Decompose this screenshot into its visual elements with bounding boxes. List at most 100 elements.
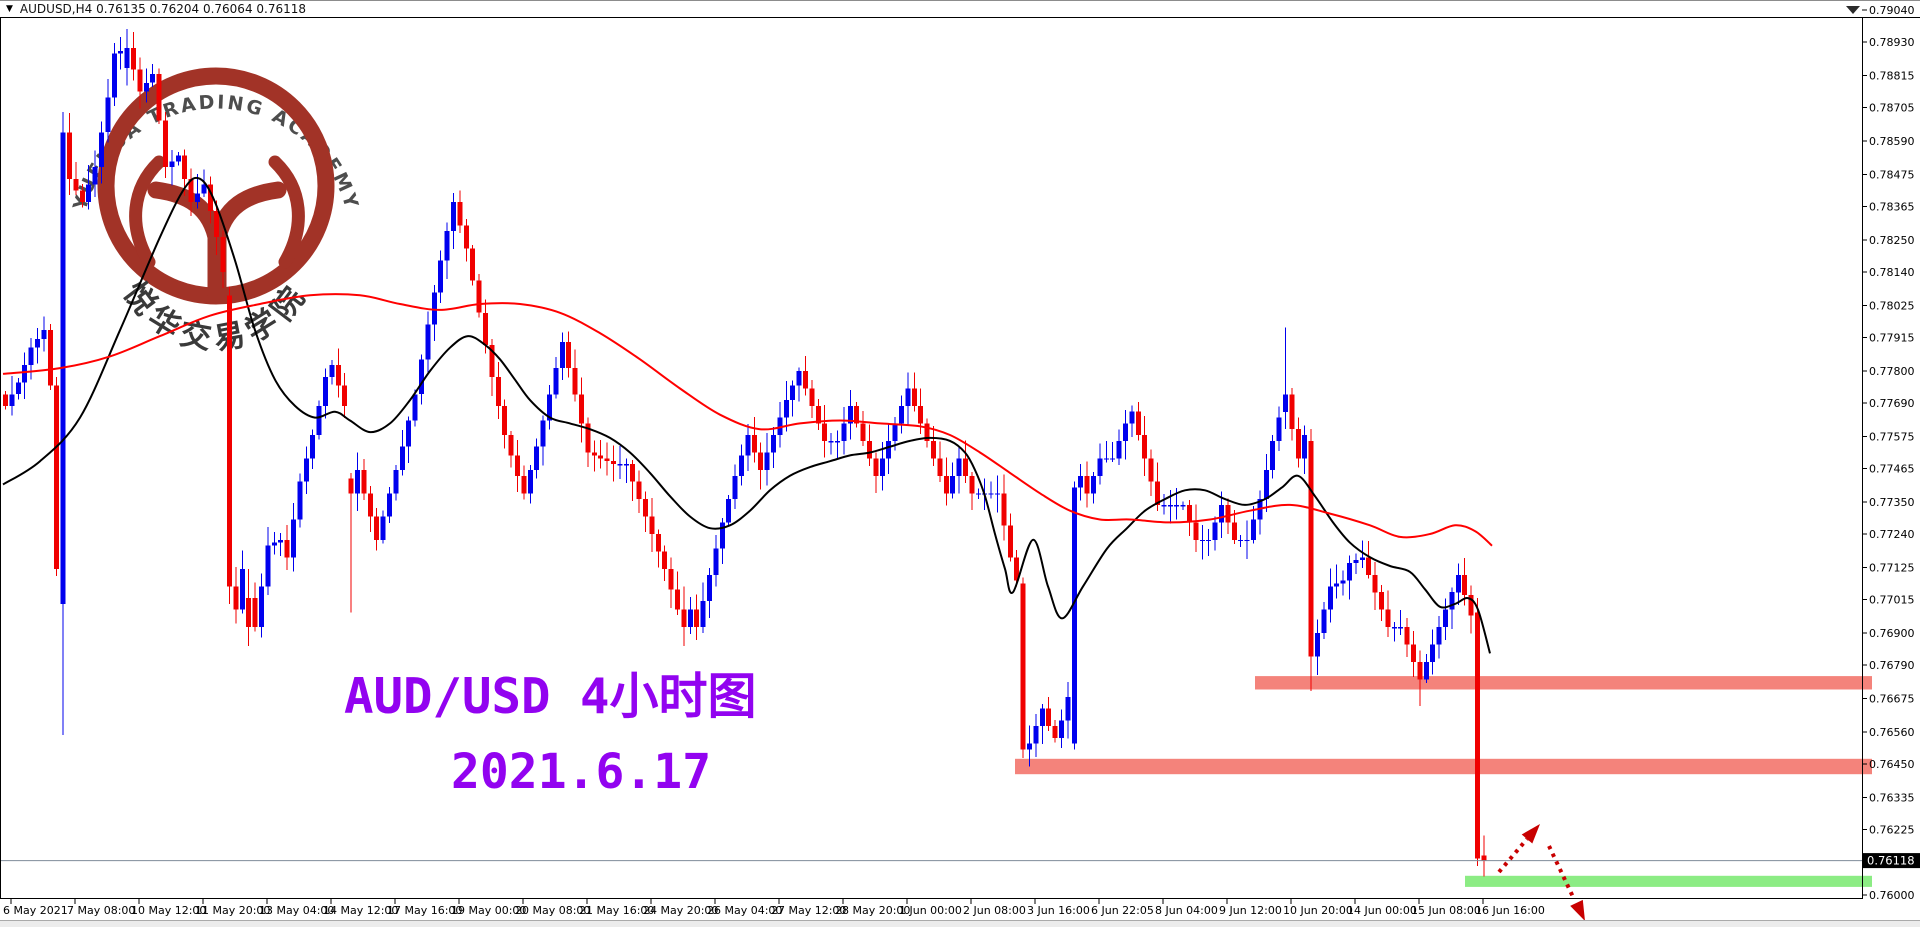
candle <box>758 442 764 490</box>
candle <box>963 440 968 483</box>
candle <box>1065 681 1071 739</box>
time-axis-label[interactable]: 8 Jun 04:00 <box>1155 904 1218 917</box>
chart-title-bar: ▼ AUDUSD,H4 0.76135 0.76204 0.76064 0.76… <box>0 1 1920 18</box>
time-axis-label[interactable]: 28 May 20:00 <box>835 904 910 917</box>
resistance-zone-lower[interactable] <box>1015 758 1872 775</box>
price-axis-label[interactable]: 0.78475 <box>1869 169 1915 182</box>
price-axis-label[interactable]: 0.76900 <box>1869 627 1915 640</box>
candle <box>463 219 469 262</box>
chart-dropdown-icon[interactable]: ▼ <box>6 3 13 14</box>
candle <box>1084 461 1090 508</box>
candle <box>1327 568 1333 623</box>
time-axis-label[interactable]: 11 May 20:00 <box>195 904 270 917</box>
candle <box>611 445 616 482</box>
time-axis-label[interactable]: 15 Jun 08:00 <box>1411 904 1481 917</box>
candle <box>316 400 322 440</box>
time-axis-label[interactable]: 13 May 04:00 <box>259 904 334 917</box>
price-axis-label[interactable]: 0.77350 <box>1869 496 1915 509</box>
candle <box>476 274 482 318</box>
price-axis-label[interactable]: 0.77240 <box>1869 528 1915 541</box>
candle <box>1257 490 1263 535</box>
time-axis-label[interactable]: 20 May 08:00 <box>515 904 590 917</box>
price-axis-label[interactable]: 0.77575 <box>1869 431 1915 444</box>
resistance-zone-upper[interactable] <box>1255 676 1872 690</box>
price-axis-label[interactable]: 0.76675 <box>1869 693 1915 706</box>
candle <box>1033 713 1039 758</box>
scroll-to-end-icon[interactable] <box>1846 6 1860 14</box>
candle <box>1187 500 1192 537</box>
price-axis-label[interactable]: 0.76790 <box>1869 659 1915 672</box>
candle <box>1129 405 1135 438</box>
candle <box>79 184 85 208</box>
candle <box>15 378 21 400</box>
time-axis-label[interactable]: 17 May 16:00 <box>387 904 462 917</box>
time-axis-label[interactable]: 19 May 00:00 <box>451 904 526 917</box>
price-axis-label[interactable]: 0.77465 <box>1869 463 1915 476</box>
price-axis-label[interactable]: 0.76335 <box>1869 792 1915 805</box>
candle <box>1423 654 1429 684</box>
candle <box>3 390 8 410</box>
price-axis-label[interactable]: 0.78815 <box>1869 70 1915 83</box>
time-axis-label[interactable]: 9 Jun 12:00 <box>1219 904 1282 917</box>
price-axis-label[interactable]: 0.78930 <box>1869 36 1915 49</box>
time-axis-label[interactable]: 21 May 16:00 <box>579 904 654 917</box>
candle <box>1391 621 1397 642</box>
time-axis-label[interactable]: 27 May 12:00 <box>771 904 846 917</box>
axes[interactable]: 0.79040 0.78930 0.78815 0.78705 0.78590 0.784… <box>3 4 1915 917</box>
time-axis-label[interactable]: 2 Jun 08:00 <box>963 904 1026 917</box>
time-axis-label[interactable]: 26 May 04:00 <box>707 904 782 917</box>
candle <box>1219 491 1224 539</box>
time-axis-label[interactable]: 10 Jun 20:00 <box>1283 904 1353 917</box>
candle <box>1148 449 1154 497</box>
time-axis-label[interactable]: 6 Jun 22:05 <box>1091 904 1154 917</box>
candle <box>547 384 552 430</box>
candle <box>310 429 316 470</box>
chart-frame <box>0 18 1863 899</box>
price-axis-label[interactable]: 0.77690 <box>1869 397 1915 410</box>
price-axis-label[interactable]: 0.78590 <box>1869 135 1915 148</box>
price-axis-label[interactable]: 0.78365 <box>1869 201 1915 214</box>
candle <box>1411 631 1416 678</box>
time-axis-label[interactable]: 1 Jun 00:00 <box>899 904 962 917</box>
candle <box>527 465 533 504</box>
price-axis-label[interactable]: 0.76450 <box>1869 758 1915 771</box>
price-axis-label[interactable]: 0.76000 <box>1869 889 1915 902</box>
candle <box>1103 441 1109 463</box>
candle <box>822 404 828 458</box>
candle <box>175 152 181 166</box>
time-axis-label[interactable]: 14 Jun 00:00 <box>1347 904 1417 917</box>
price-axis-label[interactable]: 0.78250 <box>1869 234 1915 247</box>
time-axis-label[interactable]: 16 Jun 16:00 <box>1475 904 1545 917</box>
time-axis-label[interactable]: 7 May 08:00 <box>67 904 135 917</box>
price-axis-label[interactable]: 0.78025 <box>1869 300 1915 313</box>
candle <box>412 389 418 427</box>
candle <box>1091 471 1096 504</box>
time-axis-label[interactable]: 3 Jun 16:00 <box>1027 904 1090 917</box>
price-axis-label[interactable]: 0.76560 <box>1869 726 1915 739</box>
candle <box>438 250 444 303</box>
candle <box>905 372 911 425</box>
time-axis-label[interactable]: 24 May 20:00 <box>643 904 718 917</box>
price-axis-label[interactable]: 0.77800 <box>1869 365 1915 378</box>
price-axis-label[interactable]: 0.78140 <box>1869 266 1915 279</box>
candle <box>252 582 258 632</box>
price-axis-label[interactable]: 0.76225 <box>1869 824 1915 837</box>
candle <box>1161 494 1167 515</box>
price-axis-label[interactable]: 0.77125 <box>1869 562 1915 575</box>
candle <box>1052 719 1058 743</box>
candle <box>220 230 226 289</box>
bid-price-line: 0.76118 <box>0 853 1920 869</box>
candle <box>169 150 175 186</box>
price-axis-label[interactable]: 0.77015 <box>1869 594 1915 607</box>
price-axis-label[interactable]: 0.78705 <box>1869 102 1915 115</box>
candle <box>150 63 156 88</box>
price-axis-label[interactable]: 0.79040 <box>1869 4 1915 17</box>
price-axis-label[interactable]: 0.77915 <box>1869 332 1915 345</box>
time-axis-label[interactable]: 10 May 12:00 <box>131 904 206 917</box>
candle <box>259 573 264 638</box>
support-zone-green[interactable] <box>1465 875 1872 887</box>
time-axis-label[interactable]: 14 May 12:00 <box>323 904 398 917</box>
time-axis-label[interactable]: 6 May 2021 <box>3 904 68 917</box>
candle <box>399 430 405 476</box>
